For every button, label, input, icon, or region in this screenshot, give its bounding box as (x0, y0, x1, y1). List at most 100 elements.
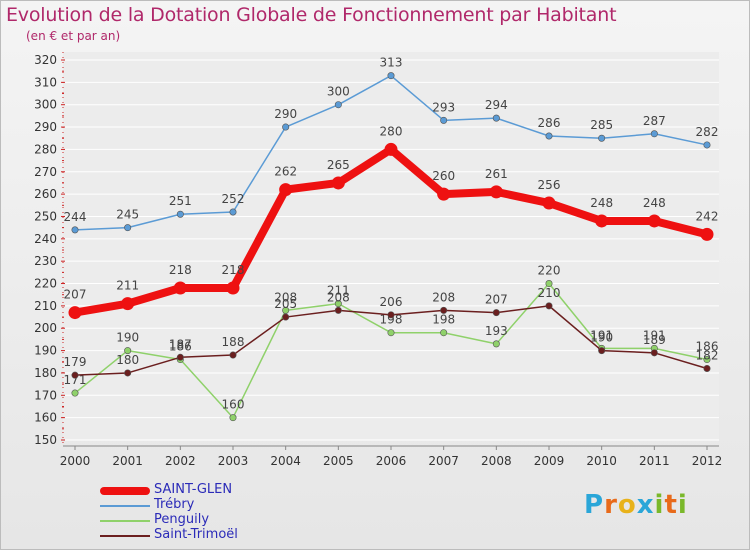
x-tick-label: 2009 (534, 454, 565, 468)
data-label: 280 (380, 124, 403, 138)
logo-letter: P (584, 490, 605, 520)
data-label: 252 (222, 192, 245, 206)
legend-swatch-trebry (100, 505, 150, 507)
data-point (124, 369, 132, 377)
chart-title: Evolution de la Dotation Globale de Fonc… (6, 4, 617, 26)
data-point (124, 224, 132, 232)
y-tick-label: 150 (34, 433, 57, 447)
data-label: 285 (590, 118, 613, 132)
data-label: 193 (485, 324, 508, 338)
legend-label-penguily: Penguily (154, 512, 210, 527)
x-tick-label: 2001 (112, 454, 143, 468)
data-point (545, 280, 553, 288)
data-point (650, 130, 658, 138)
data-label: 198 (432, 313, 455, 327)
y-tick-label: 260 (34, 187, 57, 201)
data-point (229, 208, 237, 216)
data-point (173, 281, 187, 295)
data-label: 180 (116, 353, 139, 367)
y-tick-label: 310 (34, 75, 57, 89)
y-tick-label: 300 (34, 98, 57, 112)
data-point (598, 347, 606, 355)
data-point (703, 141, 711, 149)
x-tick-label: 2005 (323, 454, 354, 468)
data-point (384, 142, 398, 156)
data-point (650, 349, 658, 357)
plot-area (63, 52, 719, 440)
data-label: 210 (538, 286, 561, 300)
line-chart: 150 160 170 180 190 200 210 220 230 240 250 260 270 2… (34, 52, 722, 468)
legend-label-trebry: Trébry (154, 497, 195, 512)
x-tick-label: 2011 (639, 454, 670, 468)
data-point (124, 347, 132, 355)
data-point (334, 101, 342, 109)
y-tick-label: 200 (34, 321, 57, 335)
data-label: 171 (64, 373, 87, 387)
data-label: 182 (696, 348, 719, 362)
data-point (226, 281, 240, 295)
data-label: 211 (116, 279, 139, 293)
data-label: 300 (327, 85, 350, 99)
data-label: 313 (380, 56, 403, 70)
data-label: 208 (274, 290, 297, 304)
data-label: 191 (590, 328, 613, 342)
data-point (489, 185, 503, 199)
data-label: 220 (538, 264, 561, 278)
data-label: 248 (643, 196, 666, 210)
data-label: 190 (590, 331, 613, 345)
y-tick-label: 250 (34, 209, 57, 223)
data-point (545, 132, 553, 140)
data-point (229, 351, 237, 359)
data-point (492, 340, 500, 348)
data-label: 218 (169, 263, 192, 277)
x-tick-label: 2002 (165, 454, 196, 468)
x-tick-label: 2006 (376, 454, 407, 468)
data-label: 242 (696, 209, 719, 223)
y-tick-label: 210 (34, 299, 57, 313)
data-label: 282 (696, 125, 719, 139)
data-label: 211 (327, 284, 350, 298)
data-label: 248 (590, 196, 613, 210)
legend-label-saint-trimoel: Saint-Trimoël (154, 527, 238, 542)
x-tick-label: 2010 (586, 454, 617, 468)
data-label: 208 (327, 290, 350, 304)
data-point (282, 313, 290, 321)
data-label: 262 (274, 165, 297, 179)
y-tick-label: 190 (34, 344, 57, 358)
data-label: 160 (222, 398, 245, 412)
data-point (176, 353, 184, 361)
data-point (387, 72, 395, 80)
data-label: 290 (274, 107, 297, 121)
data-point (334, 306, 342, 314)
data-point (176, 210, 184, 218)
data-label: 189 (643, 333, 666, 347)
y-tick-label: 220 (34, 277, 57, 291)
logo-letter: o (617, 490, 637, 520)
data-point (437, 187, 451, 201)
data-point (71, 371, 79, 379)
logo-letter: r (604, 490, 618, 520)
data-point (229, 414, 237, 422)
data-label: 186 (696, 340, 719, 354)
data-point (387, 329, 395, 337)
data-point (542, 196, 556, 210)
x-tick-label: 2000 (60, 454, 91, 468)
data-point (440, 116, 448, 124)
data-point (700, 227, 714, 241)
x-tick-label: 2004 (270, 454, 301, 468)
data-label: 207 (64, 288, 87, 302)
data-point (440, 329, 448, 337)
data-label: 190 (116, 331, 139, 345)
data-label: 265 (327, 158, 350, 172)
data-label: 206 (380, 295, 403, 309)
y-tick-label: 170 (34, 388, 57, 402)
legend-swatch-penguily (100, 520, 150, 522)
data-label: 198 (380, 313, 403, 327)
data-label: 205 (274, 297, 297, 311)
data-label: 179 (64, 355, 87, 369)
data-point (68, 306, 82, 320)
data-point (331, 176, 345, 190)
data-point (703, 356, 711, 364)
data-label: 187 (169, 337, 192, 351)
data-label: 186 (169, 340, 192, 354)
